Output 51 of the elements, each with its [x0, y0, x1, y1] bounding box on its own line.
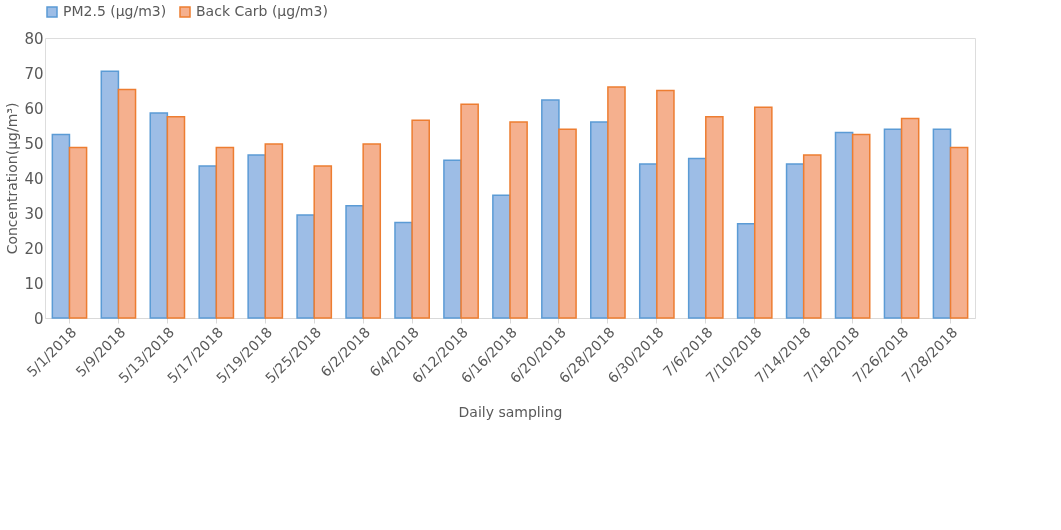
y-axis-title: Concentration(µg/m³)	[4, 102, 21, 255]
x-axis-title: Daily sampling	[458, 404, 563, 421]
bar	[736, 223, 756, 319]
bar	[247, 154, 267, 319]
bar	[215, 146, 235, 319]
bar	[705, 116, 724, 319]
y-tick-label: 0	[33, 309, 44, 328]
bar	[607, 86, 626, 319]
bar	[411, 119, 430, 319]
bar	[638, 163, 658, 319]
bar	[345, 204, 364, 319]
bar	[785, 163, 805, 319]
bar	[264, 143, 284, 319]
bar	[802, 154, 822, 319]
y-tick-label: 50	[24, 134, 44, 153]
bar	[541, 99, 560, 319]
bar	[313, 165, 333, 319]
bar	[932, 128, 952, 319]
y-tick-label: 40	[24, 169, 44, 188]
legend-label: PM2.5 (µg/m3)	[63, 3, 167, 19]
bar	[51, 133, 71, 319]
bar	[394, 221, 413, 319]
bar	[296, 214, 315, 319]
y-tick-label: 30	[24, 204, 44, 223]
bar	[883, 128, 903, 319]
bar	[509, 121, 528, 319]
bar	[362, 143, 382, 319]
bar	[443, 159, 462, 319]
bar	[460, 103, 479, 319]
bar	[656, 89, 675, 319]
y-tick-label: 80	[24, 29, 44, 48]
bar	[149, 112, 169, 319]
bar	[492, 194, 511, 319]
bar	[68, 146, 88, 319]
bar	[198, 165, 218, 319]
bar	[117, 88, 137, 319]
bar	[949, 146, 969, 319]
legend-label: Back Carb (µg/m3)	[196, 3, 328, 19]
bar	[166, 116, 186, 319]
bar	[590, 121, 609, 319]
bar	[900, 117, 920, 319]
bar	[100, 70, 120, 319]
y-tick-label: 10	[24, 274, 44, 293]
y-tick-label: 20	[24, 239, 44, 258]
bar	[753, 106, 773, 319]
bar	[851, 133, 871, 319]
bar	[834, 131, 854, 319]
bar	[558, 128, 577, 319]
y-tick-label: 70	[24, 64, 44, 83]
y-tick-label: 60	[24, 99, 44, 118]
bar	[687, 157, 707, 319]
